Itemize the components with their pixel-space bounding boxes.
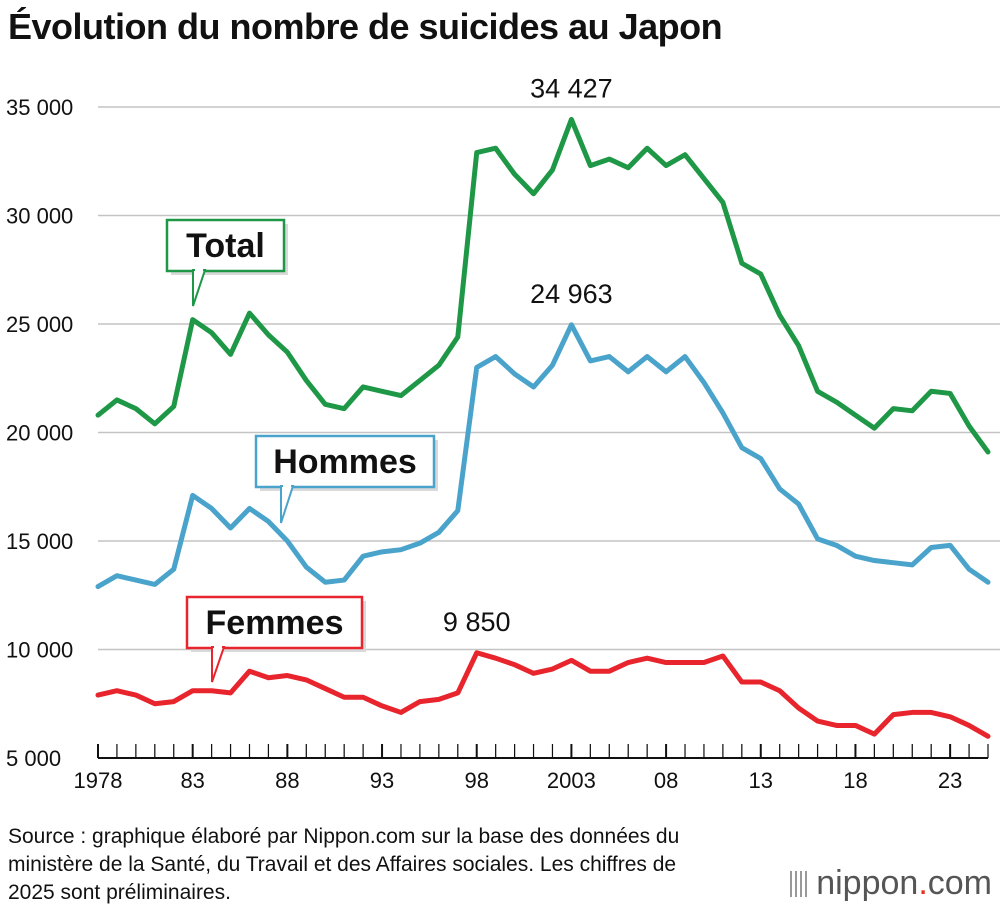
series-line-total	[95, 116, 991, 455]
logo-suffix: com	[927, 864, 992, 902]
x-tick-label: 13	[749, 768, 773, 793]
label-box	[254, 434, 436, 489]
x-tick-label: 88	[275, 768, 299, 793]
series-label-femmes: Femmes	[185, 595, 366, 683]
series-labels: Total Hommes Femmes	[165, 218, 438, 683]
line-chart: 5 000 10 000 15 000 20 000 25 000 30 000 35 00…	[6, 73, 1000, 793]
source-note: Source : graphique élaboré par Nippon.co…	[8, 825, 680, 904]
logo-name: nippon	[816, 864, 919, 902]
series-lines	[95, 116, 991, 739]
data-label: 34 427	[530, 73, 613, 103]
y-tick-label: 5 000	[6, 746, 61, 771]
y-tick-label: 30 000	[6, 204, 73, 229]
y-tick-label: 10 000	[6, 638, 73, 663]
series-line-femmes	[95, 650, 991, 739]
y-tick-label: 15 000	[6, 529, 73, 554]
x-tick-label: 93	[370, 768, 394, 793]
logo-dot: .	[918, 864, 928, 902]
x-tick-label: 1978	[74, 768, 123, 793]
x-tick-label: 23	[938, 768, 962, 793]
nippon-logo: nippon.com	[790, 864, 992, 903]
x-tick-label: 2003	[547, 768, 596, 793]
logo-mark-icon	[790, 871, 811, 897]
label-box	[185, 595, 364, 650]
annotations: 34 427 24 963 9 850	[443, 73, 613, 636]
y-tick-label: 35 000	[6, 95, 73, 120]
label-pointer	[280, 485, 295, 524]
series-line-hommes	[95, 322, 991, 590]
series-label-total: Total	[165, 218, 288, 307]
series-label-text: Total	[186, 227, 265, 265]
label-pointer	[211, 646, 226, 683]
series-label-text: Femmes	[206, 604, 344, 642]
series-label-hommes: Hommes	[254, 434, 438, 524]
series-label-text: Hommes	[273, 443, 417, 481]
label-pointer	[192, 269, 207, 307]
y-tick-label: 20 000	[6, 421, 73, 446]
grid-lines	[97, 106, 1000, 758]
y-tick-label: 25 000	[6, 312, 73, 337]
x-tick-label: 08	[654, 768, 678, 793]
x-tick-label: 98	[464, 768, 488, 793]
label-box	[165, 218, 286, 273]
chart-title: Évolution du nombre de suicides au Japon	[8, 6, 723, 47]
x-tick-label: 83	[180, 768, 204, 793]
data-label: 9 850	[443, 607, 511, 637]
y-axis: 5 000 10 000 15 000 20 000 25 000 30 000 35 00…	[6, 95, 73, 771]
data-label: 24 963	[530, 279, 613, 309]
x-tick-label: 18	[843, 768, 867, 793]
x-axis: 1978 83 88 93 98 2003 08 13 18 23	[74, 744, 989, 793]
